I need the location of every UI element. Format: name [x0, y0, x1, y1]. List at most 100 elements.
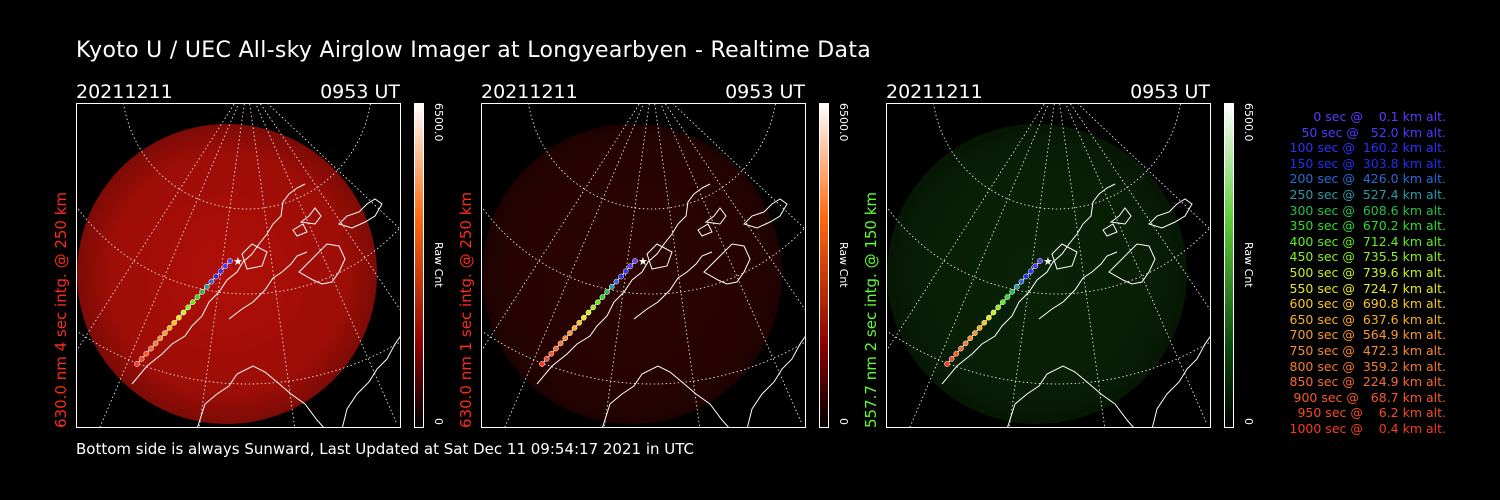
trajectory-point: [199, 289, 205, 295]
trajectory-track: ★: [539, 255, 648, 367]
trajectory-point: [539, 361, 545, 367]
panel-3-allsky-image: ★: [886, 103, 1211, 428]
panel-2-colorbar-label: Raw Cnt: [837, 242, 850, 288]
allsky-field-of-view: [77, 124, 377, 424]
trajectory-point: [613, 278, 620, 285]
trajectory-point: [543, 356, 550, 362]
legend-row: 950 sec @ 6.2 km alt.: [1293, 405, 1446, 421]
allsky-map: ★: [77, 104, 400, 427]
trajectory-point: [976, 325, 983, 331]
trajectory-point: [148, 345, 154, 352]
coastlines: [131, 183, 400, 427]
legend-row: 350 sec @ 670.2 km alt.: [1285, 218, 1447, 234]
legend-row: 200 sec @ 426.0 km alt.: [1285, 171, 1447, 187]
station-marker-icon: ★: [233, 255, 243, 268]
panel-3-colorbar-max: 6500.0: [1242, 103, 1255, 142]
lat-lon-grid: [482, 104, 805, 427]
panel-1-date: 20211211: [76, 81, 173, 103]
trajectory-point: [1037, 258, 1043, 264]
trajectory-point: [548, 350, 555, 357]
trajectory-point: [622, 268, 629, 275]
panel-3-side-label: 557.7 nm 2 sec intg. @ 150 km: [862, 191, 880, 428]
panel-1-side-label: 630.0 nm 4 sec intg. @ 250 km: [52, 191, 70, 428]
legend-row: 700 sec @ 564.9 km alt.: [1285, 327, 1447, 343]
trajectory-track: ★: [944, 255, 1053, 367]
legend-row: 400 sec @ 712.4 km alt.: [1285, 233, 1447, 249]
panel-3-time: 0953 UT: [1130, 81, 1210, 103]
trajectory-point: [986, 314, 992, 321]
trajectory-point: [185, 304, 192, 311]
trajectory-point: [958, 345, 964, 352]
panel-3-colorbar-label: Raw Cnt: [1242, 242, 1255, 288]
trajectory-point: [585, 309, 592, 316]
legend-row: 850 sec @ 224.9 km alt.: [1285, 374, 1447, 390]
trajectory-point: [944, 361, 950, 367]
trajectory-point: [189, 299, 196, 306]
trajectory-point: [180, 309, 187, 316]
trajectory-point: [562, 335, 569, 342]
panel-2-side-label: 630.0 nm 1 sec intg. @ 250 km: [457, 191, 475, 428]
trajectory-legend: 0 sec @ 0.1 km alt. 50 sec @ 52.0 km alt…: [1266, 109, 1447, 436]
trajectory-point: [222, 263, 229, 269]
trajectory-point: [1013, 283, 1020, 290]
trajectory-point: [1009, 289, 1015, 295]
trajectory-point: [162, 330, 168, 336]
trajectory-point: [152, 340, 159, 347]
panel-1-allsky-image: ★: [76, 103, 401, 428]
trajectory-point: [1032, 263, 1039, 269]
legend-row: 650 sec @ 637.6 km alt.: [1285, 311, 1447, 327]
trajectory-point: [576, 319, 583, 326]
panel-2-colorbar-min: 0: [837, 418, 850, 425]
trajectory-point: [557, 340, 564, 347]
legend-row: 900 sec @ 68.7 km alt.: [1289, 389, 1446, 405]
allsky-field-of-view: [887, 124, 1187, 424]
trajectory-point: [134, 361, 140, 367]
panel-2-colorbar-max: 6500.0: [837, 103, 850, 142]
trajectory-point: [1023, 273, 1029, 280]
trajectory-point: [995, 304, 1002, 311]
trajectory-point: [581, 314, 587, 321]
panel-2-date: 20211211: [481, 81, 578, 103]
panel-1-colorbar: [414, 103, 424, 428]
allsky-field-of-view: [482, 124, 782, 424]
panel-1-colorbar-min: 0: [432, 418, 445, 425]
trajectory-point: [176, 314, 182, 321]
lat-lon-grid: [77, 104, 400, 427]
allsky-map: ★: [887, 104, 1210, 427]
station-marker-icon: ★: [638, 255, 648, 268]
trajectory-point: [590, 304, 597, 311]
trajectory-point: [227, 258, 233, 264]
trajectory-point: [171, 319, 178, 326]
station-marker-icon: ★: [1043, 255, 1053, 268]
panel-1-time: 0953 UT: [320, 81, 400, 103]
legend-row: 50 sec @ 52.0 km alt.: [1293, 124, 1446, 140]
trajectory-point: [972, 330, 978, 336]
trajectory-point: [953, 350, 960, 357]
trajectory-point: [143, 350, 150, 357]
trajectory-point: [594, 299, 601, 306]
legend-row: 300 sec @ 608.6 km alt.: [1285, 202, 1447, 218]
trajectory-point: [138, 356, 145, 362]
footer-status: Bottom side is always Sunward, Last Upda…: [76, 440, 695, 458]
trajectory-point: [967, 335, 974, 342]
legend-row: 250 sec @ 527.4 km alt.: [1285, 186, 1447, 202]
legend-row: 450 sec @ 735.5 km alt.: [1285, 249, 1447, 265]
trajectory-point: [604, 289, 610, 295]
trajectory-track: ★: [134, 255, 243, 367]
trajectory-point: [553, 345, 559, 352]
legend-row: 550 sec @ 724.7 km alt.: [1285, 280, 1447, 296]
allsky-map: ★: [482, 104, 805, 427]
trajectory-point: [217, 268, 224, 275]
panel-3-date: 20211211: [886, 81, 983, 103]
legend-row: 1000 sec @ 0.4 km alt.: [1289, 420, 1446, 436]
trajectory-point: [567, 330, 573, 336]
trajectory-point: [962, 340, 969, 347]
lat-lon-grid: [887, 104, 1210, 427]
trajectory-point: [999, 299, 1006, 306]
legend-row: 150 sec @ 303.8 km alt.: [1285, 155, 1447, 171]
legend-row: 600 sec @ 690.8 km alt.: [1285, 296, 1447, 312]
trajectory-point: [627, 263, 634, 269]
trajectory-point: [213, 273, 219, 280]
panel-3-colorbar: [1224, 103, 1234, 428]
trajectory-point: [599, 294, 606, 300]
